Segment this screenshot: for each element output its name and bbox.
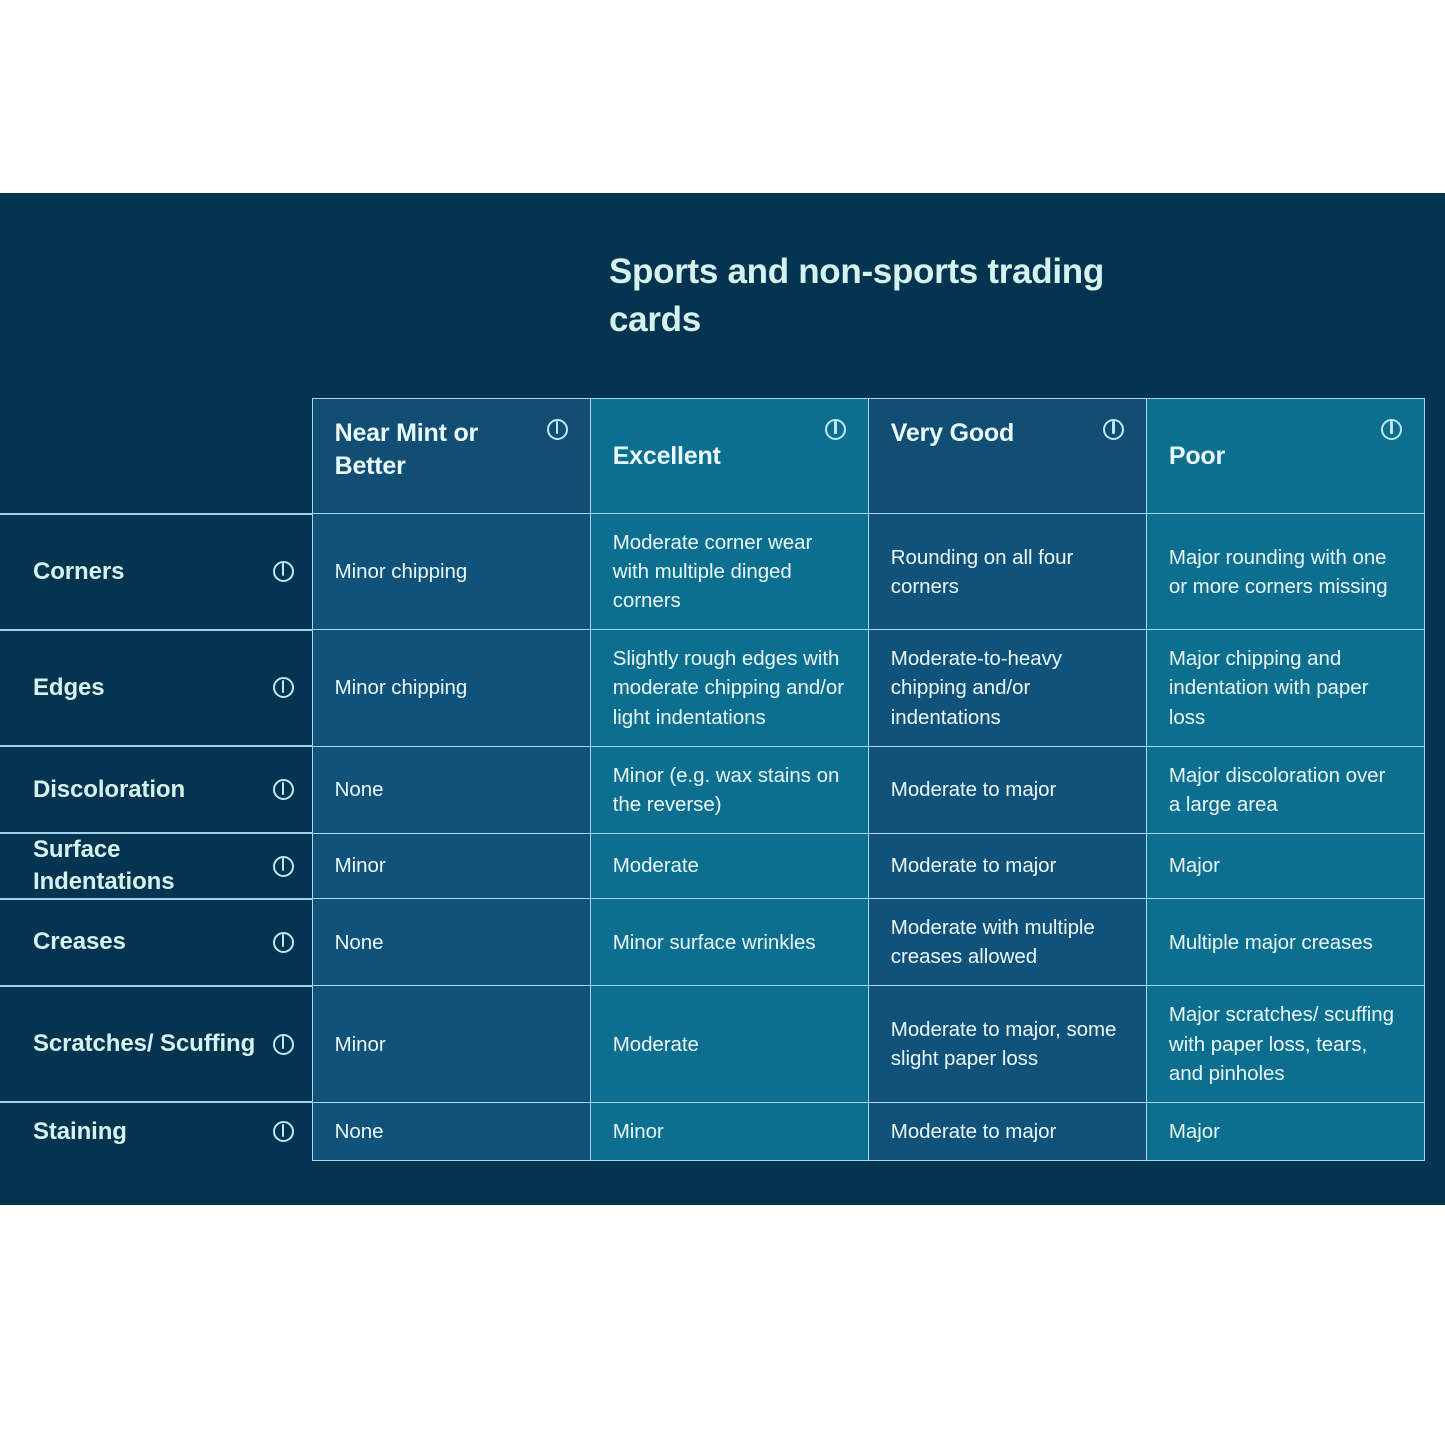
table-cell: Minor surface wrinkles — [589, 898, 869, 987]
column-header-near-mint-or-better[interactable]: Near Mint or Better — [311, 398, 591, 514]
table-cell: Moderate with multiple creases allowed — [867, 898, 1147, 987]
table-row: Edges Minor chipping Slightly rough edges … — [0, 628, 1426, 747]
table-cell: Moderate to major — [867, 832, 1147, 900]
table-cell: Rounding on all four corners — [867, 512, 1147, 631]
table-row: Corners Minor chipping Moderate corner wea… — [0, 512, 1426, 631]
condition-matrix-panel: Sports and non-sports trading cards Near… — [0, 193, 1445, 1205]
info-icon[interactable] — [272, 779, 294, 801]
table-cell: Multiple major creases — [1145, 898, 1426, 987]
column-header-label: Excellent — [612, 441, 721, 470]
info-icon[interactable] — [272, 561, 294, 583]
row-label-text: Staining — [33, 1117, 127, 1145]
row-label-scratches-scuffing[interactable]: Scratches/ Scuffing — [0, 984, 313, 1103]
table-cell: Moderate — [589, 832, 869, 900]
row-label-text: Edges — [33, 674, 105, 702]
info-icon[interactable] — [272, 677, 294, 699]
table-cell: Moderate — [589, 985, 869, 1103]
table-cell: Moderate-to-heavy chipping and/or indent… — [867, 629, 1147, 747]
row-label-text: Scratches/ Scuffing — [33, 1030, 256, 1058]
table-cell: Major — [1145, 832, 1426, 900]
table-row: Discoloration None Minor (e.g. wax stains … — [0, 745, 1426, 834]
column-header-label: Poor — [1168, 441, 1226, 470]
info-icon[interactable] — [272, 1121, 294, 1143]
table-cell: Major scratches/ scuffing with paper los… — [1145, 985, 1426, 1103]
row-label-text: Corners — [33, 557, 125, 585]
column-header-very-good[interactable]: Very Good — [867, 398, 1147, 514]
condition-grid: Near Mint or Better Excellent Very Good Poo… — [0, 398, 1445, 1161]
table-cell: Minor chipping — [311, 629, 591, 747]
table-cell: Major — [1145, 1101, 1426, 1161]
table-row: Surface Indentations Minor Moderate Moderat… — [0, 832, 1426, 900]
table-cell: None — [311, 1101, 591, 1161]
row-label-text: Discoloration — [33, 775, 186, 803]
table-cell: Minor (e.g. wax stains on the reverse) — [589, 745, 869, 834]
table-corner-cell — [0, 398, 313, 514]
condition-table: Near Mint or Better Excellent Very Good Poo… — [0, 398, 1426, 1161]
table-row: Scratches/ Scuffing Minor Moderate Moderate… — [0, 984, 1426, 1103]
table-cell: Minor — [311, 985, 591, 1103]
row-label-text: Surface Indentations — [33, 836, 175, 896]
table-header-row: Near Mint or Better Excellent Very Good Poo… — [0, 398, 1426, 514]
table-cell: None — [311, 898, 591, 987]
row-label-edges[interactable]: Edges — [0, 628, 313, 747]
table-cell: Minor — [311, 832, 591, 900]
table-cell: Major chipping and indentation with pape… — [1145, 629, 1426, 747]
table-cell: Slightly rough edges with moderate chipp… — [589, 629, 869, 747]
table-cell: Moderate to major, some slight paper los… — [867, 985, 1147, 1103]
table-cell: Minor — [589, 1101, 869, 1161]
table-cell: None — [311, 745, 591, 834]
row-label-surface-indentations[interactable]: Surface Indentations — [0, 832, 313, 899]
row-label-staining[interactable]: Staining — [0, 1101, 313, 1161]
table-cell: Moderate to major — [867, 745, 1147, 834]
info-icon[interactable] — [824, 419, 846, 440]
table-row: Staining None Minor Moderate to major Major — [0, 1101, 1426, 1161]
column-header-poor[interactable]: Poor — [1145, 398, 1426, 514]
info-icon[interactable] — [272, 931, 294, 953]
row-label-creases[interactable]: Creases — [0, 897, 313, 986]
column-header-label: Near Mint or Better — [334, 419, 479, 480]
table-cell: Major rounding with one or more corners … — [1145, 512, 1426, 631]
table-body: Near Mint or Better Excellent Very Good Poo… — [0, 398, 1426, 1161]
info-icon[interactable] — [272, 855, 294, 877]
table-cell: Moderate corner wear with multiple dinge… — [589, 512, 869, 631]
table-cell: Minor chipping — [311, 512, 591, 631]
row-label-text: Creases — [33, 928, 126, 956]
info-icon[interactable] — [1381, 419, 1402, 440]
table-cell: Moderate to major — [867, 1101, 1147, 1161]
row-label-corners[interactable]: Corners — [0, 512, 313, 630]
info-icon[interactable] — [272, 1033, 294, 1055]
column-header-label: Very Good — [890, 419, 1015, 447]
table-row: Creases None Minor surface wrinkles Moderat… — [0, 897, 1426, 987]
page-title: Sports and non-sports trading cards — [609, 252, 1104, 340]
info-icon[interactable] — [1102, 419, 1124, 440]
table-cell: Major discoloration over a large area — [1145, 745, 1426, 834]
info-icon[interactable] — [546, 419, 568, 440]
column-header-excellent[interactable]: Excellent — [589, 398, 869, 514]
row-label-discoloration[interactable]: Discoloration — [0, 745, 313, 834]
